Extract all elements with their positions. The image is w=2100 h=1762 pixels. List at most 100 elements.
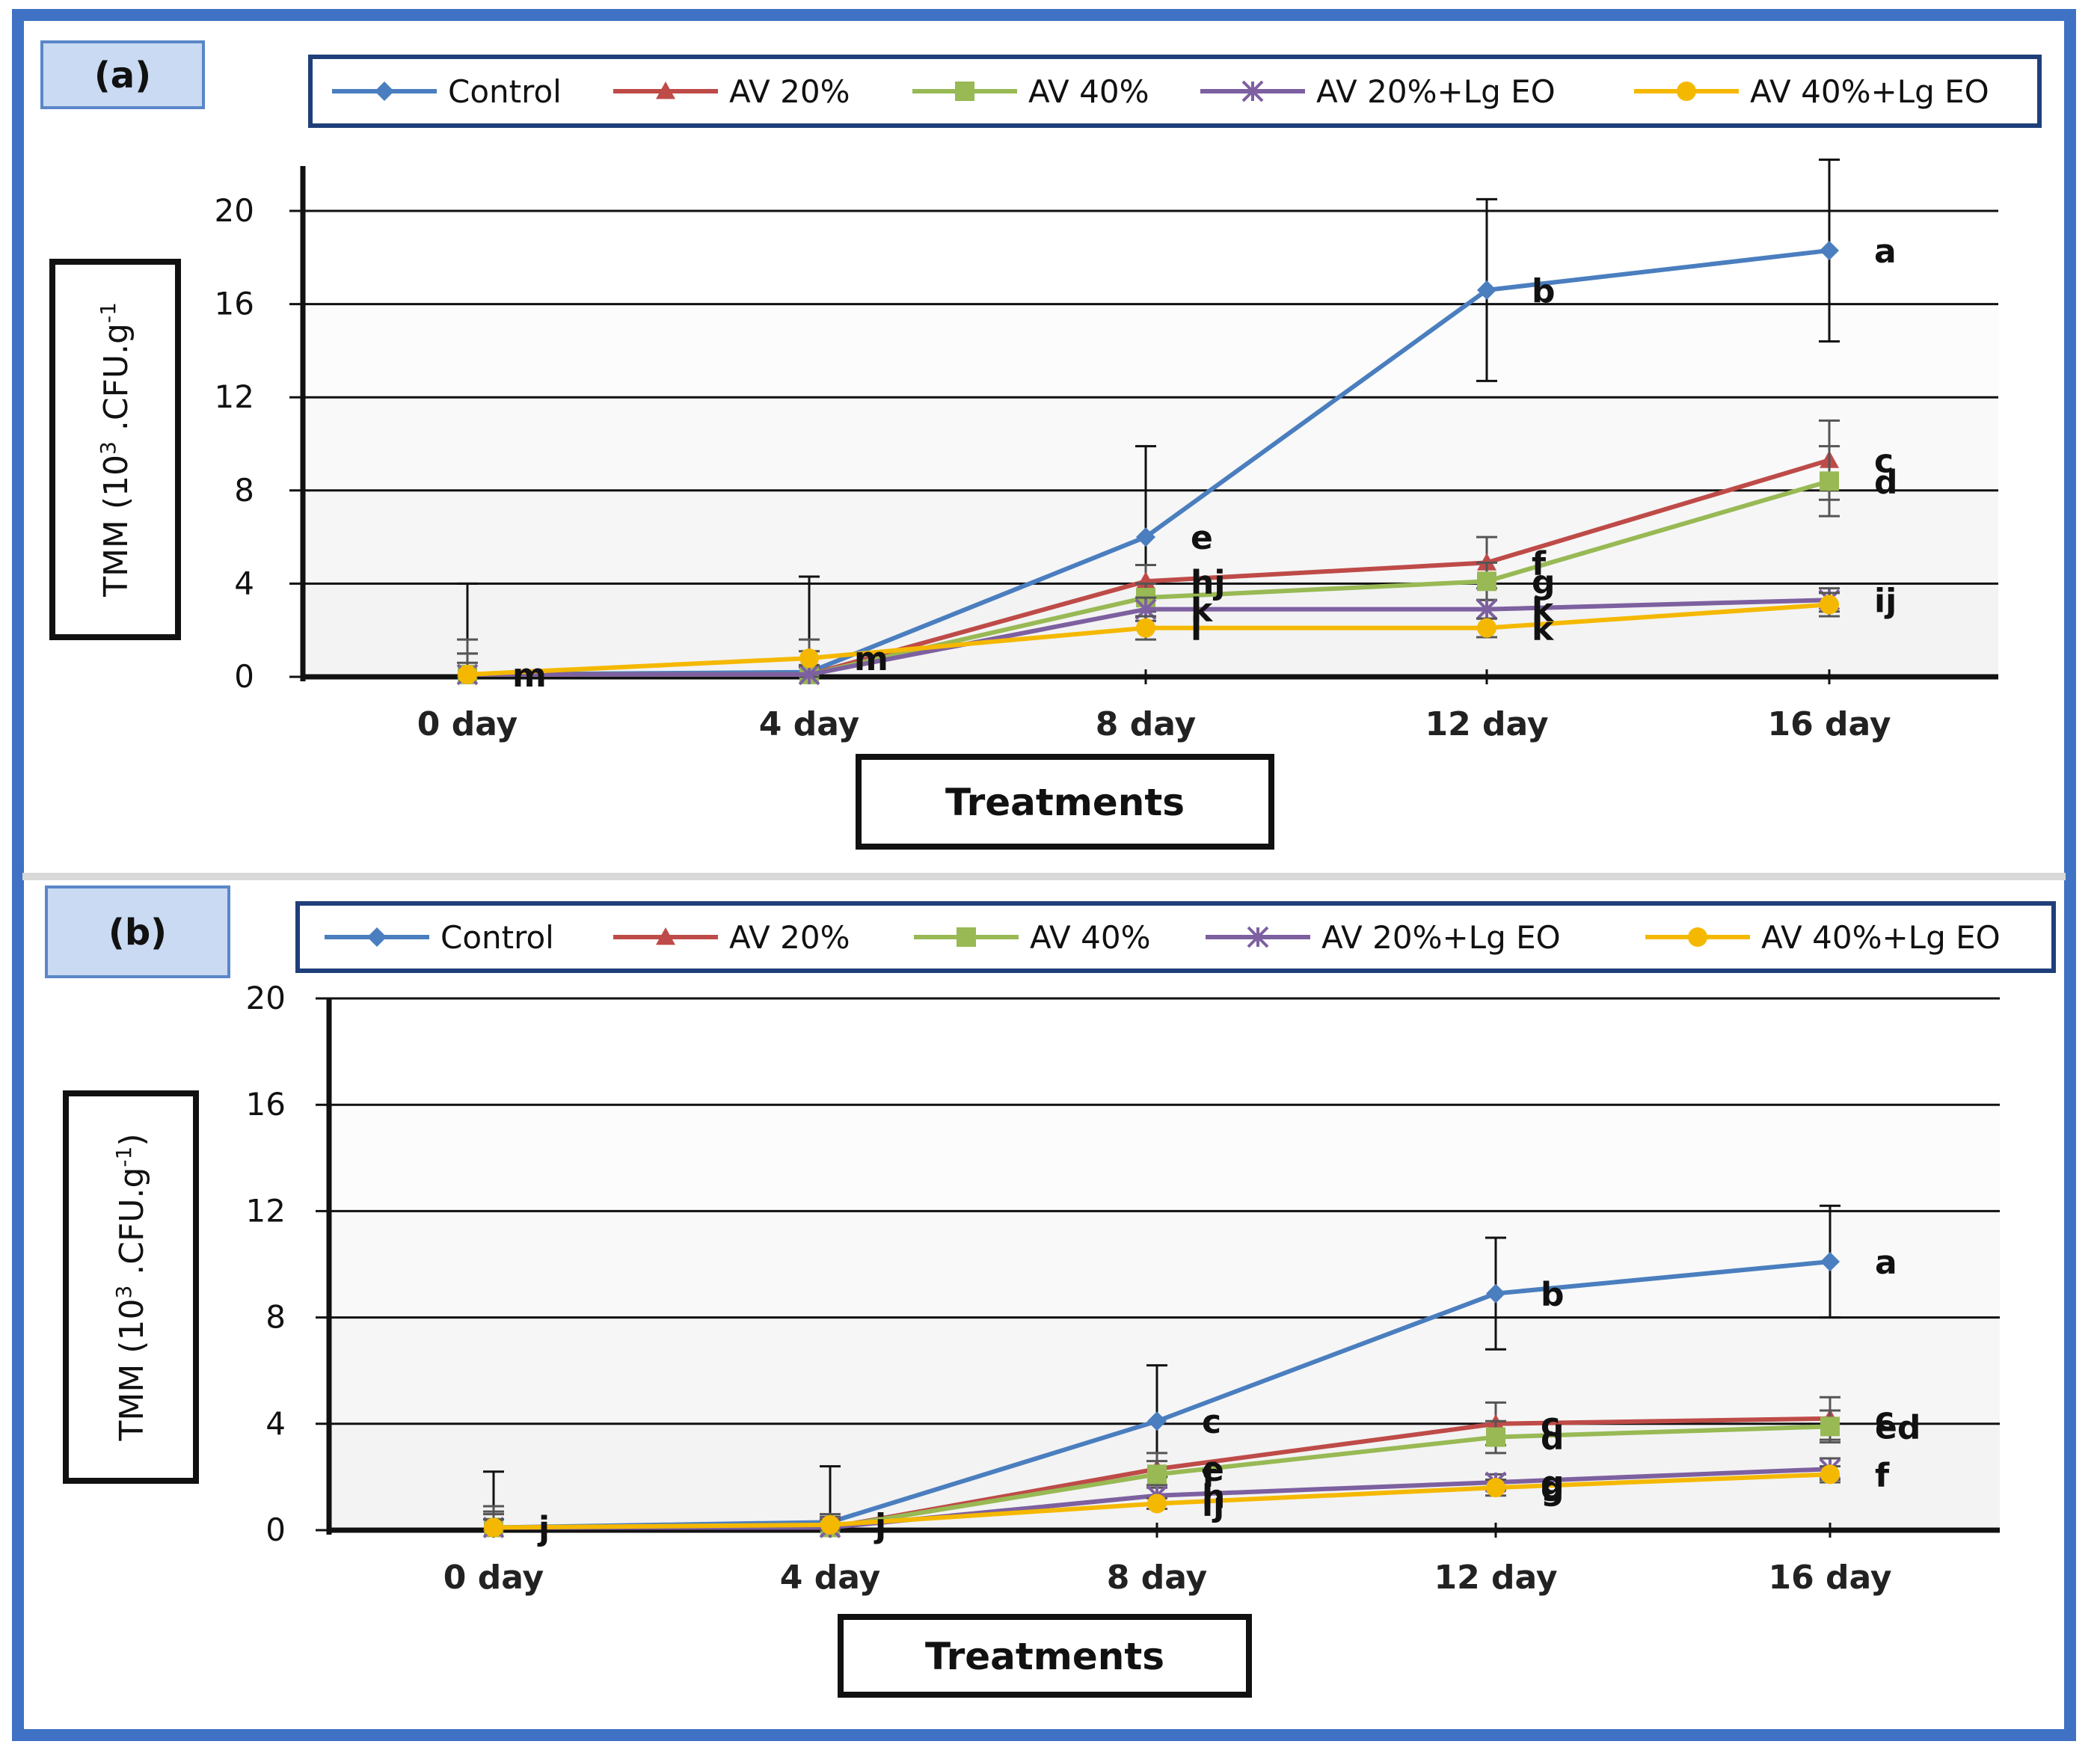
significance-letter: g — [1532, 563, 1556, 601]
data-point — [1486, 1283, 1505, 1304]
y-axis-label-part: .CFU.g — [113, 1167, 151, 1286]
y-axis-label-part: TMM (10 — [97, 455, 135, 598]
plot-band — [329, 998, 2000, 1105]
x-axis-label-box — [856, 754, 1274, 850]
legend: Control AV 20% AV 40% AV 20%+Lg EO AV 40%+Lg… — [308, 55, 2042, 128]
data-point — [1477, 280, 1496, 300]
plot-band — [303, 211, 1998, 304]
panel-tag-box — [45, 885, 230, 978]
data-point — [1486, 1427, 1505, 1447]
legend-label: AV 40% — [1028, 73, 1149, 110]
legend-label: AV 40% — [1030, 919, 1150, 956]
data-point — [1147, 1494, 1167, 1514]
data-point — [1136, 618, 1155, 638]
x-tick-label: 0 day — [417, 705, 518, 743]
significance-letter: j — [874, 1507, 886, 1545]
panel-a: (a) 0 4 8 12 16 20 0 day 4 day 8 day 12 day 16 day e… — [40, 40, 2042, 850]
plot-band — [329, 1105, 2000, 1212]
significance-letter: j — [537, 1509, 550, 1547]
data-point — [1820, 240, 1839, 260]
data-point — [484, 1517, 503, 1538]
x-axis-label-text: Treatments — [945, 781, 1185, 824]
data-point — [1147, 1411, 1167, 1431]
y-axis-label-part: -1 — [96, 302, 120, 323]
series-av40lg — [457, 592, 1840, 684]
significance-letter: k — [1532, 610, 1555, 648]
legend-swatch-marker — [367, 927, 387, 947]
y-axis-label-part: 3 — [111, 1286, 136, 1299]
y-tick-label: 20 — [215, 192, 254, 229]
legend-item-av40lg: AV 40%+Lg EO — [1634, 73, 1989, 110]
legend-label: AV 20%+Lg EO — [1316, 73, 1556, 110]
data-point — [1820, 471, 1839, 491]
y-axis-label-part: ) — [113, 1134, 151, 1146]
legend-swatch-marker — [1241, 80, 1264, 102]
legend-item-av20lg: AV 20%+Lg EO — [1206, 919, 1561, 956]
significance-letter: c — [1202, 1403, 1221, 1441]
data-point — [1820, 1464, 1840, 1485]
significance-letter: f — [1875, 1456, 1890, 1494]
significance-letter: b — [1532, 272, 1556, 310]
data-point — [1136, 527, 1155, 547]
plot-band — [329, 1211, 2000, 1318]
y-axis-label-part: 3 — [96, 441, 120, 455]
y-tick-label: 12 — [215, 378, 254, 415]
series-av40lg — [483, 1464, 1840, 1538]
series-layer — [482, 1204, 1841, 1538]
significance-letter: d — [1874, 463, 1898, 501]
legend-item-av40: AV 40% — [914, 919, 1150, 956]
significance-letter: c — [1875, 1401, 1894, 1439]
significance-letter: k — [1191, 592, 1214, 630]
data-point — [1477, 571, 1496, 592]
y-tick-label: 0 — [234, 658, 254, 695]
x-axis-label: Treatments — [856, 754, 1274, 850]
x-tick-label: 4 day — [780, 1559, 880, 1597]
y-axis-label-box — [63, 1090, 199, 1484]
legend-swatch-marker — [1247, 926, 1269, 948]
legend-label: Control — [440, 919, 554, 956]
legend-label: AV 20% — [729, 919, 850, 956]
legend-item-av20: AV 20% — [613, 919, 850, 956]
panel-b: (b) 0 4 8 12 16 20 0 day 4 day 8 day 12 day 16 day c… — [45, 885, 2056, 1698]
data-point — [1820, 1416, 1840, 1437]
x-tick-label: 16 day — [1768, 1559, 1891, 1597]
legend-item-av40: AV 40% — [912, 73, 1149, 110]
significance-letter: f — [1202, 1456, 1217, 1494]
legend-swatch-marker — [375, 82, 394, 101]
y-tick-label: 16 — [215, 286, 254, 322]
y-tick-label: 4 — [234, 565, 254, 601]
significance-letter: ij — [1202, 1485, 1224, 1523]
y-axis-label-part: -1 — [111, 1146, 136, 1167]
significance-letter: l — [1191, 610, 1202, 648]
y-tick-label: 12 — [246, 1192, 286, 1229]
significance-letter: g — [1541, 1470, 1565, 1508]
x-axis-label-text: Treatments — [925, 1635, 1164, 1678]
x-tick-label: 12 day — [1425, 705, 1548, 743]
significance-letter: c — [1874, 442, 1894, 480]
y-axis-label-text: TMM (103 .CFU.g-1) — [111, 1134, 151, 1442]
significance-letter: e — [1202, 1451, 1224, 1489]
legend-item-av20: AV 20% — [613, 73, 850, 110]
data-point — [1820, 1251, 1840, 1271]
y-tick-label: 0 — [265, 1511, 286, 1548]
significance-letter: a — [1874, 233, 1897, 271]
significance-letter: f — [1532, 544, 1547, 583]
data-point — [1820, 595, 1839, 615]
significance-letter: e — [1191, 519, 1213, 557]
plot-band — [329, 1317, 2000, 1424]
data-point — [799, 648, 819, 669]
significance-letter: ij — [1874, 582, 1897, 620]
y-axis-label-text: TMM (103 .CFU.g-1 — [96, 302, 135, 598]
legend-swatch-marker — [656, 927, 675, 945]
outer-frame — [12, 9, 2076, 1741]
significance-letter: b — [1541, 1276, 1565, 1314]
y-tick-label: 16 — [246, 1086, 286, 1123]
y-tick-label: 20 — [246, 980, 286, 1016]
legend-swatch-marker — [1688, 927, 1707, 947]
x-tick-label: 12 day — [1434, 1559, 1557, 1597]
data-point — [458, 664, 477, 684]
plot-band — [303, 397, 1998, 491]
